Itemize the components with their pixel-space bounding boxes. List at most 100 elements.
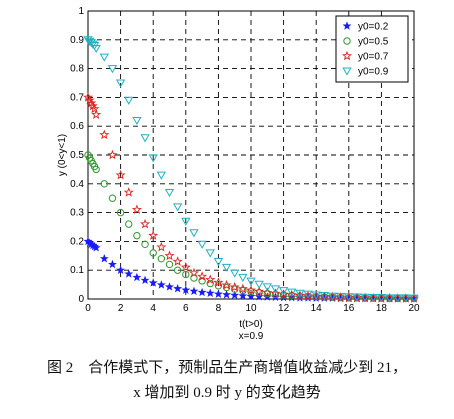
y-tick-label: 0.6	[70, 121, 84, 132]
series-4	[83, 36, 419, 303]
data-point	[213, 277, 224, 287]
data-point	[230, 269, 240, 278]
legend-marker	[342, 50, 352, 61]
figure-caption-line-1: 图 2 合作模式下，预制品生产商增值收益减少到 21，	[46, 360, 407, 376]
data-point	[270, 288, 281, 298]
data-point	[262, 287, 273, 297]
data-point	[124, 269, 134, 278]
x-tick-label: 20	[408, 303, 420, 314]
data-point	[89, 103, 100, 114]
y-tick-label: 0.8	[70, 64, 84, 75]
data-point	[352, 293, 362, 302]
data-point	[99, 53, 109, 62]
data-point	[148, 278, 158, 287]
data-point	[213, 289, 223, 298]
legend-label: y0=0.5	[358, 37, 389, 48]
data-point	[107, 149, 118, 160]
data-point	[141, 240, 149, 248]
data-point	[180, 262, 191, 272]
x-axis-label-note: x=0.9	[239, 331, 264, 342]
data-point	[140, 218, 151, 229]
data-point	[230, 290, 240, 300]
data-point	[164, 250, 175, 261]
data-point	[271, 290, 280, 299]
data-point	[172, 256, 183, 266]
data-point	[319, 292, 330, 301]
legend-label: y0=0.9	[358, 67, 389, 78]
data-point	[262, 283, 272, 292]
chart: 0 2 4 6 8 10 12 14 16 18 20 0 0.1 0.2 0.3 0.4 0.5 0.6 0.7…	[57, 6, 420, 342]
figure-caption-line-2: x 增加到 0.9 时 y 的变化趋势	[133, 385, 321, 401]
data-point	[270, 285, 281, 294]
data-point	[231, 285, 239, 293]
data-point	[108, 259, 117, 269]
legend-marker	[342, 21, 352, 30]
data-marks	[83, 36, 420, 303]
data-point	[91, 44, 101, 54]
x-tick-label: 12	[278, 303, 290, 314]
y-axis-label: y (0<y<1)	[57, 134, 68, 176]
data-point	[246, 285, 256, 295]
data-point	[254, 286, 265, 296]
data-point	[182, 270, 190, 279]
data-point	[197, 240, 207, 249]
data-point	[131, 204, 142, 214]
data-point	[335, 292, 346, 302]
data-point	[278, 289, 289, 299]
data-point	[222, 290, 231, 299]
data-point	[115, 79, 126, 88]
data-point	[255, 288, 263, 297]
data-point	[239, 286, 247, 295]
data-point	[360, 293, 370, 302]
data-point	[148, 230, 159, 240]
data-point	[238, 273, 248, 283]
data-point	[222, 283, 231, 292]
data-point	[189, 229, 199, 238]
data-point	[197, 271, 208, 281]
data-point	[279, 291, 288, 299]
data-point	[206, 279, 214, 288]
data-point	[116, 208, 125, 217]
y-tick-label: 0.7	[70, 92, 84, 103]
y-tick-label: 0.1	[70, 265, 84, 276]
data-point	[189, 286, 199, 295]
data-point	[125, 220, 133, 228]
data-point	[156, 171, 167, 180]
data-point	[229, 281, 240, 292]
data-point	[99, 254, 109, 263]
data-point	[311, 291, 321, 300]
data-point	[173, 283, 183, 293]
x-tick-label: 10	[245, 303, 257, 314]
data-point	[221, 279, 232, 290]
data-point	[164, 188, 175, 198]
x-tick-label: 8	[216, 303, 222, 314]
data-point	[238, 291, 248, 300]
data-point	[115, 169, 126, 180]
y-tick-label: 0.4	[70, 179, 84, 190]
legend-marker	[342, 67, 352, 76]
data-point	[157, 254, 166, 263]
y-tick-label: 0.2	[70, 236, 84, 247]
data-point	[91, 109, 102, 119]
data-point	[123, 187, 134, 197]
data-point	[173, 266, 182, 274]
data-point	[92, 165, 100, 174]
data-point	[172, 203, 183, 212]
data-point	[214, 282, 223, 290]
data-point	[393, 294, 403, 303]
data-point	[401, 294, 411, 303]
data-point	[205, 288, 215, 297]
x-tick-label: 6	[183, 303, 189, 314]
data-point	[124, 96, 134, 105]
legend-label: y0=0.7	[358, 52, 389, 63]
y-tick-label: 0.3	[70, 208, 84, 219]
x-tick-label: 4	[150, 303, 156, 314]
data-point	[295, 289, 305, 298]
x-tick-labels: 0 2 4 6 8 10 12 14 16 18 20	[85, 303, 420, 314]
data-point	[132, 272, 142, 282]
data-point	[198, 277, 206, 285]
data-point	[156, 241, 167, 252]
legend: y0=0.2 y0=0.5 y0=0.7 y0=0.9	[335, 15, 409, 83]
y-tick-label: 1	[78, 6, 84, 17]
y-tick-label: 0	[78, 294, 84, 305]
